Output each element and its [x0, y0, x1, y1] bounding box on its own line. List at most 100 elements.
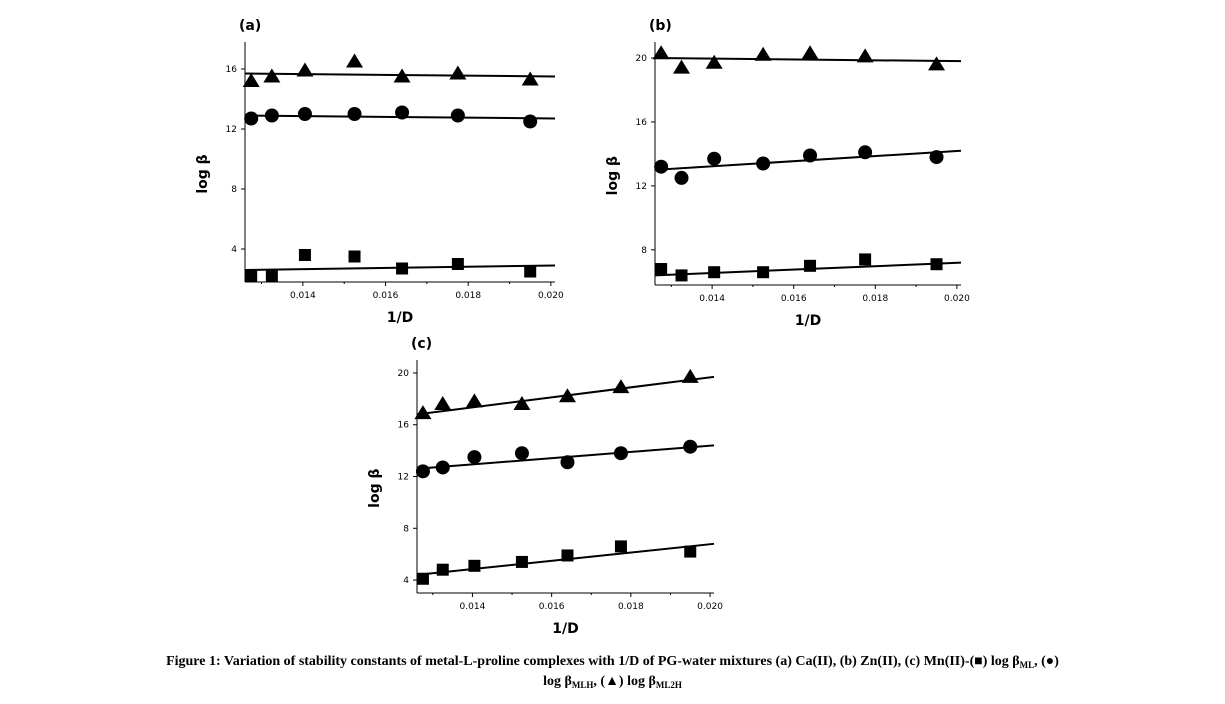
x-axis-title: 1/D — [795, 313, 821, 329]
caption-line2-sub2: ML2H — [655, 680, 682, 690]
square-point — [757, 266, 770, 279]
square-point — [561, 549, 574, 562]
x-tick-label: 0.014 — [290, 291, 316, 301]
square-point — [675, 269, 688, 282]
circle-point — [347, 107, 362, 121]
x-tick-label: 0.020 — [538, 291, 564, 301]
panel-label: (c) — [411, 336, 432, 352]
triangle-point — [513, 396, 531, 411]
x-tick-label: 0.016 — [539, 602, 565, 612]
y-tick-label: 12 — [398, 473, 409, 483]
triangle-point — [801, 45, 819, 60]
square-point — [396, 262, 409, 275]
caption-line2-prefix: log β — [543, 674, 572, 689]
x-tick-label: 0.018 — [618, 602, 644, 612]
circle-point — [560, 455, 575, 470]
triangle-point — [521, 71, 539, 86]
x-axis-title: 1/D — [552, 621, 578, 637]
circle-point — [395, 105, 410, 120]
triangle-point — [681, 368, 699, 383]
caption-line1-text: Figure 1: Variation of stability constan… — [166, 654, 1020, 669]
circle-point — [858, 145, 873, 160]
x-tick-label: 0.014 — [699, 294, 725, 304]
y-axis-title: log β — [195, 154, 211, 193]
circle-point — [929, 150, 944, 165]
triangle-point — [346, 53, 364, 68]
circle-point — [803, 148, 818, 163]
caption-line-2: log βMLH, (▲) log βML2H — [0, 672, 1225, 692]
triangle-point — [558, 388, 576, 403]
square-point — [468, 559, 481, 572]
triangle-point — [414, 405, 432, 420]
circle-point — [683, 439, 698, 454]
x-tick-label: 0.020 — [944, 294, 970, 304]
caption-line1-mid: , (●) — [1034, 654, 1059, 669]
y-tick-label: 20 — [636, 54, 648, 64]
x-tick-label: 0.016 — [373, 291, 399, 301]
circle-point — [654, 159, 669, 174]
panel-label: (a) — [239, 18, 261, 34]
triangle-point — [856, 48, 874, 63]
y-tick-label: 8 — [231, 185, 237, 195]
chart-panel-a: (a) 0.014 0.016 0.018 0.020 4 8 12 16 1/D log β — [195, 18, 564, 326]
x-tick-label: 0.014 — [460, 602, 486, 612]
x-tick-label: 0.020 — [697, 602, 723, 612]
triangle-point — [465, 393, 483, 408]
y-tick-label: 4 — [403, 576, 409, 586]
y-tick-label: 16 — [636, 118, 648, 128]
square-point — [348, 250, 361, 263]
circle-point — [415, 464, 430, 479]
x-axis-title: 1/D — [387, 310, 413, 326]
circle-point — [264, 108, 279, 123]
square-point — [298, 249, 311, 261]
y-tick-label: 8 — [641, 246, 647, 256]
caption-line2-mid: , (▲) log β — [593, 674, 656, 689]
triangle-point — [296, 62, 314, 77]
y-tick-label: 12 — [636, 182, 647, 192]
square-point — [684, 545, 697, 558]
triangle-point — [449, 65, 467, 80]
y-tick-label: 12 — [226, 125, 237, 135]
panel-label: (b) — [649, 18, 672, 34]
square-point — [708, 266, 721, 279]
circle-point — [756, 156, 771, 171]
triangle-point — [612, 379, 630, 394]
fit-line-triangle — [654, 56, 962, 63]
circle-point — [707, 151, 722, 166]
y-axis-title: log β — [605, 156, 621, 195]
triangle-point — [705, 54, 723, 69]
y-tick-label: 8 — [403, 524, 409, 534]
square-point — [859, 253, 872, 266]
square-point — [245, 270, 258, 282]
triangle-point — [393, 68, 411, 83]
y-tick-label: 16 — [226, 65, 238, 75]
triangle-point — [434, 396, 452, 411]
square-point — [804, 259, 817, 272]
caption-line2-sub1: MLH — [571, 680, 594, 690]
square-point — [436, 563, 449, 576]
triangle-point — [263, 68, 281, 83]
figure-caption: Figure 1: Variation of stability constan… — [0, 652, 1225, 692]
square-point — [655, 263, 668, 276]
chart-panel-b: (b) 0.014 0.016 0.018 0.020 8 12 16 20 1/D log β — [605, 18, 970, 329]
caption-line1-sub1: ML — [1019, 660, 1035, 670]
y-tick-label: 16 — [398, 421, 410, 431]
square-point — [614, 540, 627, 553]
x-tick-label: 0.016 — [781, 294, 807, 304]
x-tick-label: 0.018 — [455, 291, 481, 301]
circle-point — [297, 107, 312, 121]
circle-point — [435, 460, 450, 475]
caption-line-1: Figure 1: Variation of stability constan… — [0, 652, 1225, 672]
square-point — [524, 265, 537, 278]
chart-panel-c: (c) 0.014 0.016 0.018 0.020 4 8 12 16 20 1/D log β — [367, 336, 723, 637]
square-point — [515, 555, 528, 568]
square-point — [451, 258, 464, 270]
square-point — [930, 258, 943, 271]
triangle-point — [242, 73, 260, 87]
triangle-point — [673, 59, 691, 74]
square-point — [265, 270, 278, 282]
triangle-point — [928, 56, 946, 71]
circle-point — [514, 446, 529, 461]
circle-point — [450, 108, 465, 123]
y-tick-label: 20 — [398, 369, 410, 379]
